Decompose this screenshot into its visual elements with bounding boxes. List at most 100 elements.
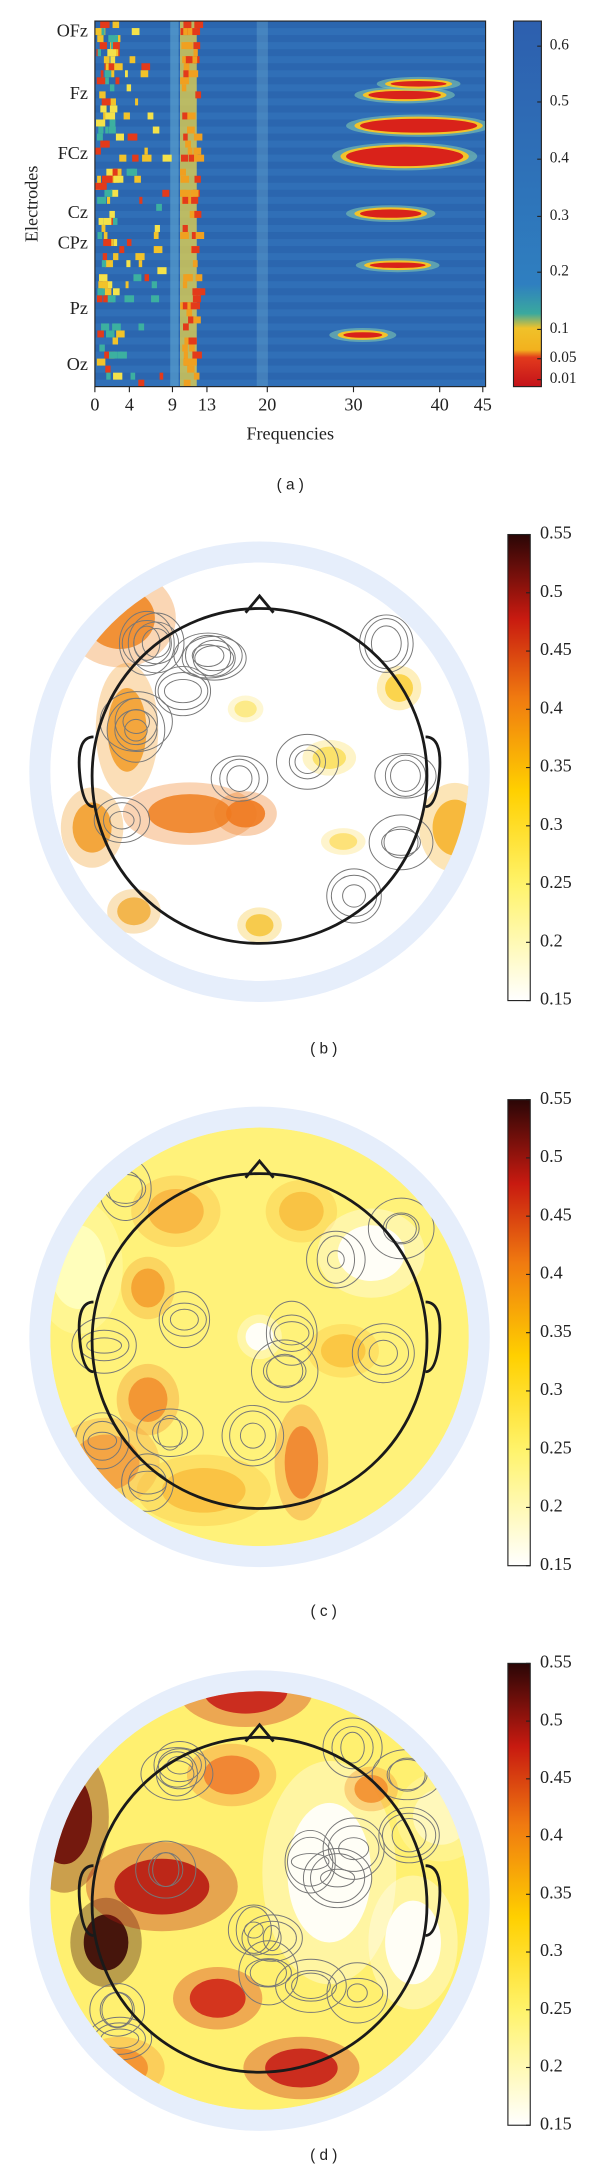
speck: [101, 28, 105, 36]
contour: [87, 1431, 118, 1450]
speck: [192, 288, 198, 296]
speck: [96, 358, 106, 366]
contour: [133, 625, 161, 661]
heatmap-row: [94, 196, 486, 204]
right-ear: [425, 1864, 442, 1937]
contour: [221, 1404, 285, 1467]
heatmap-row: [94, 295, 486, 303]
speck: [98, 274, 108, 282]
caption: ( d ): [310, 2147, 337, 2164]
activity-blob: [147, 794, 232, 834]
speck: [108, 63, 115, 71]
speck: [187, 126, 195, 134]
colorbar-tick-label: 0.6: [550, 37, 569, 54]
speck: [103, 217, 112, 225]
speck: [96, 119, 106, 127]
speck: [190, 189, 199, 197]
colorbar-tick-label: 0.15: [540, 2113, 572, 2133]
speck: [144, 147, 148, 155]
heatmap-row: [94, 323, 486, 331]
speck: [95, 147, 101, 155]
speck: [138, 323, 145, 331]
contour: [290, 1853, 330, 1871]
speck: [188, 316, 194, 324]
speck: [131, 28, 140, 36]
heatmap-row: [94, 35, 486, 43]
contour: [302, 1847, 373, 1909]
topomaps: 0.550.50.450.40.350.30.250.20.15( b )0.5…: [29, 523, 572, 2164]
contour: [331, 1726, 374, 1770]
speck: [126, 84, 132, 92]
contour: [141, 628, 171, 658]
scalp-map: [50, 562, 469, 982]
speck: [110, 98, 116, 106]
speck: [99, 344, 105, 352]
contour: [291, 1972, 331, 1999]
heatmap-row: [94, 281, 486, 289]
speck: [126, 260, 131, 268]
speck: [109, 105, 118, 113]
topomap: 0.55 0.5 0.45 0.4 0.35 0.3 0.25 0.2 0.15 ( d ): [29, 1652, 572, 2164]
contour: [140, 1747, 214, 1801]
caption: ( a ): [277, 477, 304, 494]
activity-blob: [203, 1691, 288, 1714]
speck: [113, 372, 123, 380]
speck: [182, 281, 188, 289]
heatmap-row: [94, 274, 486, 282]
activity-blob: [226, 799, 266, 828]
contour: [185, 634, 232, 677]
speck: [97, 232, 103, 239]
speck: [196, 154, 205, 162]
contour: [82, 1420, 122, 1461]
speck: [125, 281, 129, 289]
contour: [378, 1807, 440, 1864]
contour: [154, 665, 212, 717]
speck: [187, 28, 197, 36]
y-tick-label: Oz: [67, 354, 88, 374]
contour: [262, 1925, 282, 1952]
speck: [180, 168, 186, 176]
speck: [190, 112, 196, 120]
speck: [101, 98, 111, 106]
heatmap-row: [94, 175, 486, 183]
speck: [194, 21, 204, 29]
contour: [89, 1983, 146, 2037]
colorbar-tick-label: 0.5: [540, 1709, 563, 1729]
heatmap-row: [94, 239, 486, 247]
heatmap-cells: [94, 21, 486, 387]
speck: [185, 358, 192, 366]
speck: [180, 154, 189, 162]
colorbar: [512, 20, 542, 388]
contour: [106, 697, 166, 763]
speck: [152, 126, 160, 134]
colorbar-tick-label: 0.55: [540, 1652, 572, 1672]
heatmap-row: [94, 28, 486, 36]
heatmap-row: [94, 168, 486, 176]
heatmap-row: [94, 316, 486, 324]
contour: [275, 1958, 347, 2013]
left-ear: [77, 1300, 94, 1374]
speck: [98, 281, 109, 289]
speck: [116, 330, 125, 338]
speck: [106, 372, 111, 380]
colorbar-tick-label: 0.2: [550, 263, 569, 280]
heatmap-row: [94, 98, 486, 106]
colorbar-tick-label: 0.4: [550, 150, 569, 167]
heatmap-row: [94, 112, 486, 120]
heatmap-row: [94, 210, 486, 218]
speck: [105, 126, 109, 134]
speck: [130, 372, 136, 380]
speck: [119, 154, 127, 162]
contour: [135, 1840, 197, 1899]
x-tick-label: 40: [431, 394, 449, 414]
speck: [195, 274, 203, 282]
speck: [97, 196, 107, 204]
speck: [103, 239, 112, 247]
heatmap-row: [94, 140, 486, 148]
speck: [182, 112, 190, 120]
speck: [104, 70, 112, 78]
colorbar-tick-label: 0.3: [540, 814, 563, 834]
contour: [124, 718, 148, 742]
contour: [370, 625, 402, 662]
colorbar-tick-label: 0.5: [540, 581, 563, 601]
